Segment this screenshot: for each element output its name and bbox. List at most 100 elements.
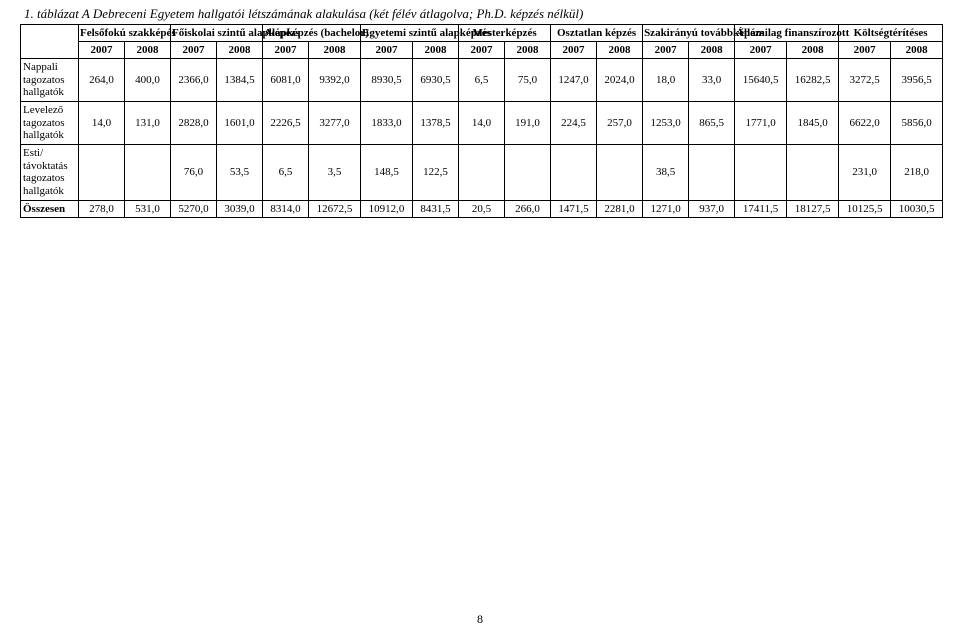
data-cell: 3,5 <box>309 145 361 201</box>
data-cell: 266,0 <box>505 200 551 218</box>
data-cell: 148,5 <box>361 145 413 201</box>
header-row-years: 2007 2008 2007 2008 2007 2008 2007 2008 … <box>21 42 943 59</box>
data-cell: 38,5 <box>643 145 689 201</box>
data-cell: 10912,0 <box>361 200 413 218</box>
data-cell: 20,5 <box>459 200 505 218</box>
table-row: Esti/ távoktatás tagozatos hallgatók 76,0… <box>21 145 943 201</box>
year-cell: 2008 <box>413 42 459 59</box>
year-cell: 2007 <box>643 42 689 59</box>
row-label: Esti/ távoktatás tagozatos hallgatók <box>21 145 79 201</box>
data-cell <box>459 145 505 201</box>
data-cell: 5270,0 <box>171 200 217 218</box>
col-group-7: Államilag finanszírozott <box>735 25 839 42</box>
header-row-groups: Felsőfokú szakképés Főiskolai szintű ala… <box>21 25 943 42</box>
data-cell: 3272,5 <box>839 59 891 102</box>
data-cell <box>79 145 125 201</box>
row-label: Összesen <box>21 200 79 218</box>
year-cell: 2007 <box>839 42 891 59</box>
data-cell: 1247,0 <box>551 59 597 102</box>
data-cell: 75,0 <box>505 59 551 102</box>
data-cell: 1271,0 <box>643 200 689 218</box>
row-label: Nappali tagozatos hallgatók <box>21 59 79 102</box>
data-cell: 2226,5 <box>263 102 309 145</box>
data-cell: 9392,0 <box>309 59 361 102</box>
data-cell: 8431,5 <box>413 200 459 218</box>
year-cell: 2008 <box>891 42 943 59</box>
data-cell: 400,0 <box>125 59 171 102</box>
col-group-2: Alapképzés (bachelor) <box>263 25 361 42</box>
data-cell: 264,0 <box>79 59 125 102</box>
data-cell: 8314,0 <box>263 200 309 218</box>
data-cell: 131,0 <box>125 102 171 145</box>
col-group-0: Felsőfokú szakképés <box>79 25 171 42</box>
data-cell: 2828,0 <box>171 102 217 145</box>
data-table: Felsőfokú szakképés Főiskolai szintű ala… <box>20 24 943 218</box>
data-cell: 33,0 <box>689 59 735 102</box>
data-cell: 14,0 <box>79 102 125 145</box>
data-cell: 224,5 <box>551 102 597 145</box>
data-cell: 865,5 <box>689 102 735 145</box>
data-cell: 5856,0 <box>891 102 943 145</box>
data-cell: 6081,0 <box>263 59 309 102</box>
data-cell: 3277,0 <box>309 102 361 145</box>
header-rowlabel <box>21 25 79 59</box>
col-group-4: Mesterképzés <box>459 25 551 42</box>
data-cell: 10125,5 <box>839 200 891 218</box>
table-row: Összesen278,0531,05270,03039,08314,01267… <box>21 200 943 218</box>
year-cell: 2007 <box>551 42 597 59</box>
data-cell: 1384,5 <box>217 59 263 102</box>
table-row: Nappali tagozatos hallgatók264,0400,0236… <box>21 59 943 102</box>
data-cell: 218,0 <box>891 145 943 201</box>
data-cell <box>505 145 551 201</box>
data-cell: 1845,0 <box>787 102 839 145</box>
table-row: Levelező tagozatos hallgatók14,0131,0282… <box>21 102 943 145</box>
data-cell: 1471,5 <box>551 200 597 218</box>
data-cell: 2366,0 <box>171 59 217 102</box>
data-cell <box>787 145 839 201</box>
data-cell: 1833,0 <box>361 102 413 145</box>
data-cell: 1253,0 <box>643 102 689 145</box>
data-cell: 1378,5 <box>413 102 459 145</box>
data-cell <box>689 145 735 201</box>
data-cell: 15640,5 <box>735 59 787 102</box>
year-cell: 2008 <box>597 42 643 59</box>
data-cell: 1601,0 <box>217 102 263 145</box>
row-label: Levelező tagozatos hallgatók <box>21 102 79 145</box>
page-number: 8 <box>0 612 960 627</box>
year-cell: 2008 <box>309 42 361 59</box>
col-group-1: Főiskolai szintű alapképézs <box>171 25 263 42</box>
data-cell: 257,0 <box>597 102 643 145</box>
year-cell: 2007 <box>263 42 309 59</box>
data-cell: 18127,5 <box>787 200 839 218</box>
data-cell: 3956,5 <box>891 59 943 102</box>
col-group-3: Egyetemi szintű alapképzés <box>361 25 459 42</box>
data-cell: 76,0 <box>171 145 217 201</box>
data-cell: 8930,5 <box>361 59 413 102</box>
year-cell: 2007 <box>79 42 125 59</box>
year-cell: 2007 <box>361 42 413 59</box>
data-cell: 14,0 <box>459 102 505 145</box>
data-cell: 122,5 <box>413 145 459 201</box>
year-cell: 2008 <box>217 42 263 59</box>
year-cell: 2008 <box>125 42 171 59</box>
data-cell: 53,5 <box>217 145 263 201</box>
data-cell: 191,0 <box>505 102 551 145</box>
col-group-6: Szakirányú továbbképézs <box>643 25 735 42</box>
data-cell: 18,0 <box>643 59 689 102</box>
data-cell: 2281,0 <box>597 200 643 218</box>
table-title: 1. táblázat A Debreceni Egyetem hallgató… <box>24 6 940 22</box>
data-cell: 6622,0 <box>839 102 891 145</box>
year-cell: 2007 <box>171 42 217 59</box>
data-cell: 3039,0 <box>217 200 263 218</box>
data-cell: 6930,5 <box>413 59 459 102</box>
data-cell <box>125 145 171 201</box>
year-cell: 2007 <box>459 42 505 59</box>
data-cell: 531,0 <box>125 200 171 218</box>
data-cell: 16282,5 <box>787 59 839 102</box>
col-group-5: Osztatlan képzés <box>551 25 643 42</box>
data-cell <box>597 145 643 201</box>
data-cell: 6,5 <box>459 59 505 102</box>
data-cell: 937,0 <box>689 200 735 218</box>
year-cell: 2008 <box>787 42 839 59</box>
data-cell: 17411,5 <box>735 200 787 218</box>
